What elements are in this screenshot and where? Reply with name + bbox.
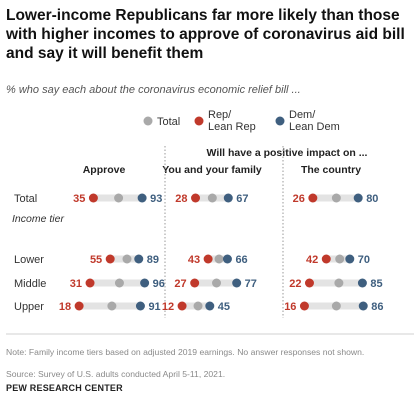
legend-label-dem: Lean Dem <box>289 121 340 133</box>
rep-value-label: 35 <box>73 193 85 205</box>
row-label: Middle <box>14 278 46 290</box>
legend-marker-dem <box>275 116 285 126</box>
note-text: Note: Family income tiers based on adjus… <box>6 347 365 357</box>
dem-value-label: 89 <box>147 254 159 266</box>
rep-value-label: 28 <box>175 193 187 205</box>
dem-dot <box>358 301 368 311</box>
rep-dot <box>105 254 115 264</box>
dem-dot <box>135 301 145 311</box>
section-label: Income tier <box>12 213 64 225</box>
dem-dot <box>232 278 242 288</box>
rep-dot <box>74 301 84 311</box>
panel-title: Approve <box>83 164 126 176</box>
legend-marker-rep <box>194 116 204 126</box>
total-dot <box>212 278 222 288</box>
dem-value-label: 91 <box>148 301 160 313</box>
rep-dot <box>177 301 187 311</box>
rep-dot <box>308 193 318 203</box>
source-text: Source: Survey of U.S. adults conducted … <box>6 369 226 379</box>
dem-value-label: 86 <box>371 301 383 313</box>
dem-value-label: 70 <box>358 254 370 266</box>
total-dot <box>107 301 117 311</box>
row-label: Lower <box>14 254 44 266</box>
rep-dot <box>85 278 95 288</box>
total-dot <box>193 301 203 311</box>
legend-label-rep: Rep/ <box>208 109 232 121</box>
chart-title: Lower-income Republicans far more likely… <box>6 7 405 62</box>
rep-value-label: 18 <box>59 301 71 313</box>
rep-dot <box>191 193 201 203</box>
dem-value-label: 67 <box>236 193 248 205</box>
rep-value-label: 12 <box>162 301 174 313</box>
legend-label-rep: Lean Rep <box>208 121 256 133</box>
dem-dot <box>353 193 363 203</box>
total-dot <box>122 254 132 264</box>
rep-value-label: 43 <box>188 254 200 266</box>
total-dot <box>214 254 224 264</box>
dem-dot <box>223 193 233 203</box>
total-dot <box>334 278 344 288</box>
total-dot <box>335 254 345 264</box>
brand-label: PEW RESEARCH CENTER <box>6 383 123 393</box>
dem-dot <box>134 254 144 264</box>
dem-value-label: 93 <box>150 193 162 205</box>
panel-title: The country <box>301 164 361 176</box>
dem-dot <box>357 278 367 288</box>
total-dot <box>331 193 341 203</box>
rep-value-label: 42 <box>306 254 318 266</box>
legend-label-dem: Dem/ <box>289 109 316 121</box>
dem-dot <box>205 301 215 311</box>
rep-dot <box>88 193 98 203</box>
rep-value-label: 26 <box>293 193 305 205</box>
dem-dot <box>345 254 355 264</box>
dem-dot <box>140 278 150 288</box>
rep-dot <box>299 301 309 311</box>
rep-dot <box>321 254 331 264</box>
rep-dot <box>190 278 200 288</box>
rep-value-label: 27 <box>174 278 186 290</box>
panel-title: You and your family <box>162 164 262 176</box>
legend-label-total: Total <box>157 116 180 128</box>
total-dot <box>207 193 217 203</box>
dem-dot <box>137 193 147 203</box>
rep-value-label: 31 <box>70 278 82 290</box>
row-label: Total <box>14 193 37 205</box>
chart-subtitle: % who say each about the coronavirus eco… <box>6 84 301 96</box>
dem-value-label: 80 <box>366 193 378 205</box>
dem-value-label: 66 <box>235 254 247 266</box>
total-dot <box>114 193 124 203</box>
total-dot <box>331 301 341 311</box>
legend-marker-total <box>143 116 153 126</box>
rep-dot <box>304 278 314 288</box>
rep-value-label: 22 <box>289 278 301 290</box>
dem-dot <box>222 254 232 264</box>
rep-value-label: 16 <box>284 301 296 313</box>
row-label: Upper <box>14 301 44 313</box>
dem-value-label: 96 <box>153 278 165 290</box>
group-header: Will have a positive impact on ... <box>207 147 368 159</box>
total-dot <box>114 278 124 288</box>
rep-dot <box>203 254 213 264</box>
rep-value-label: 55 <box>90 254 102 266</box>
dem-value-label: 85 <box>370 278 382 290</box>
dem-value-label: 77 <box>245 278 257 290</box>
dem-value-label: 45 <box>218 301 230 313</box>
